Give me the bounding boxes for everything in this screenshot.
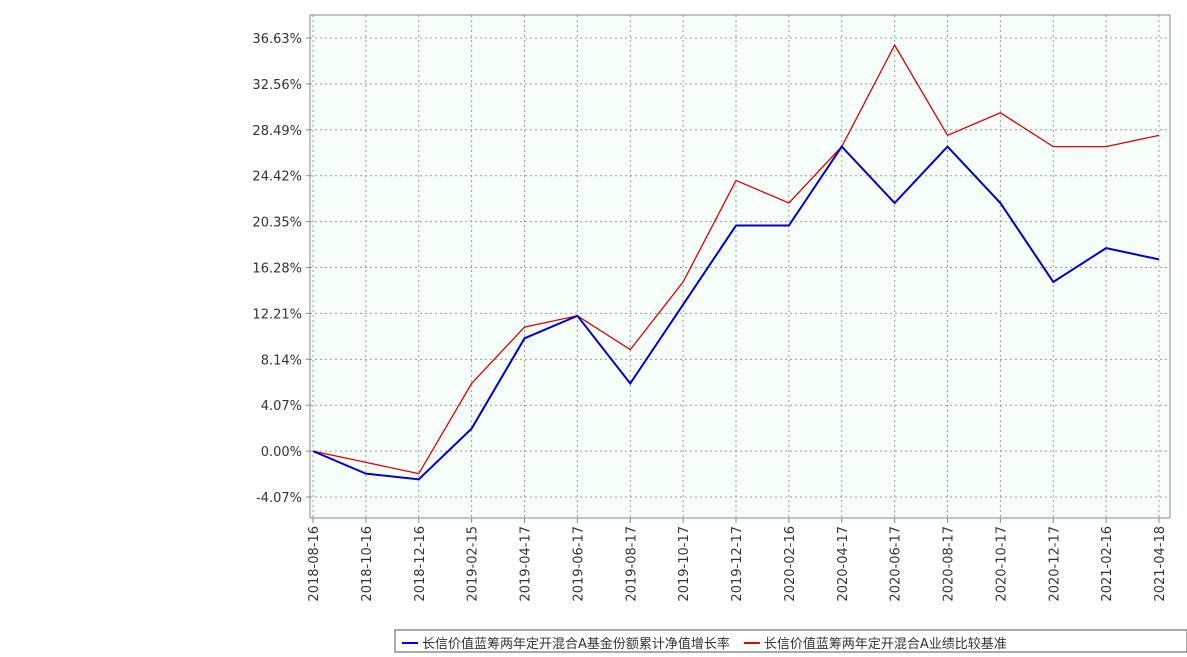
legend-label: 长信价值蓝筹两年定开混合A业绩比较基准 [764,636,1007,652]
legend-label: 长信价值蓝筹两年定开混合A基金份额累计净值增长率 [422,636,730,652]
x-tick-label: 2020-10-17 [994,526,1009,602]
y-tick-label: 24.42% [252,170,302,185]
x-tick-label: 2019-10-17 [677,526,692,602]
x-tick-label: 2018-08-16 [307,526,322,602]
y-tick-label: -4.07% [256,491,302,506]
legend-box [394,629,1187,653]
y-tick-label: 32.56% [252,78,302,93]
x-tick-label: 2019-12-17 [730,526,745,602]
x-tick-label: 2020-04-17 [836,526,851,602]
y-tick-label: 16.28% [252,262,302,277]
y-tick-label: 20.35% [252,216,302,231]
legend: 长信价值蓝筹两年定开混合A基金份额累计净值增长率 长信价值蓝筹两年定开混合A业绩比… [394,629,1187,653]
y-tick-label: 0.00% [261,445,302,460]
x-tick-label: 2020-12-17 [1047,526,1062,602]
x-tick-label: 2019-08-17 [624,526,639,602]
y-tick-label: 12.21% [252,307,302,322]
series-line [312,145,1160,481]
y-tick-label: 8.14% [261,353,302,368]
y-tick-label: 36.63% [252,32,302,47]
x-tick-label: 2021-02-16 [1100,526,1115,602]
x-tick-label: 2020-06-17 [889,526,904,602]
y-tick-label: 4.07% [261,399,302,414]
x-tick-label: 2019-04-17 [519,526,534,602]
x-tick-label: 2021-04-18 [1153,526,1168,602]
x-tick-label: 2019-06-17 [571,526,586,602]
x-tick-label: 2020-08-17 [942,526,957,602]
x-tick-label: 2018-10-16 [360,526,375,602]
plot-area [309,14,1171,519]
x-tick-label: 2020-02-16 [783,526,798,602]
series-line [312,43,1160,475]
x-tick-label: 2018-12-16 [413,526,428,602]
y-tick-label: 28.49% [252,124,302,139]
x-tick-label: 2019-02-15 [466,526,481,602]
